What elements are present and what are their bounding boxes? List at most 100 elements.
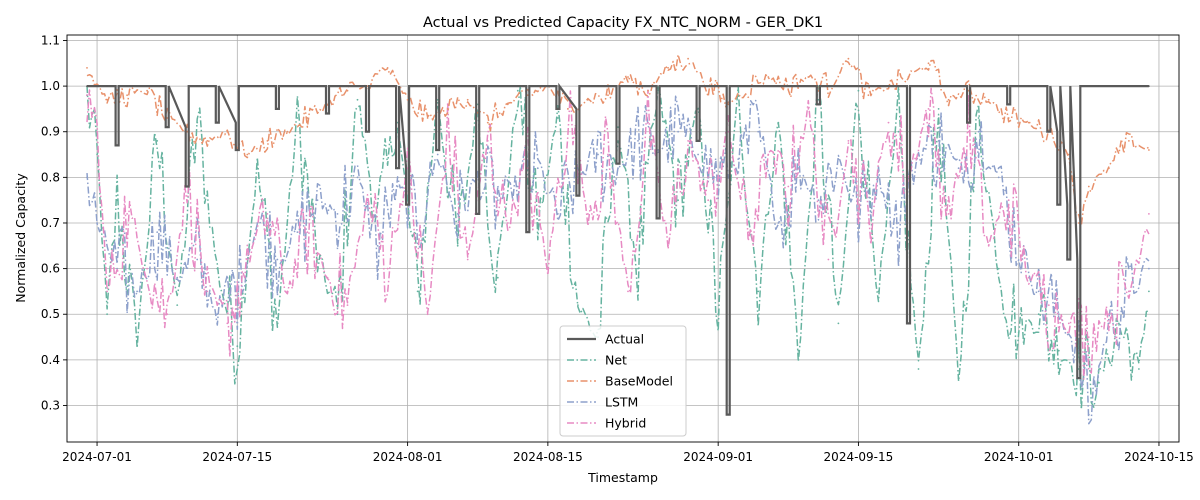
data-point xyxy=(717,85,720,87)
data-point xyxy=(637,85,639,87)
data-point xyxy=(416,290,419,293)
data-point xyxy=(436,153,439,156)
data-point xyxy=(877,290,880,293)
x-tick-label: 2024-10-15 xyxy=(1124,450,1194,464)
data-point xyxy=(216,267,219,270)
series-line-net xyxy=(86,85,1150,411)
legend-label-hybrid: Hybrid xyxy=(605,416,646,431)
data-point xyxy=(1108,313,1110,316)
data-point xyxy=(667,67,669,69)
data-point xyxy=(246,258,249,261)
data-point xyxy=(707,199,710,202)
data-point xyxy=(106,98,108,101)
data-point xyxy=(1017,331,1020,334)
data-point xyxy=(1087,336,1090,338)
data-point xyxy=(1027,85,1030,87)
data-point xyxy=(1148,85,1150,87)
x-axis-label: Timestamp xyxy=(587,470,658,485)
data-point xyxy=(717,313,720,316)
y-axis-label: Normalized Capacity xyxy=(13,173,28,303)
x-tick-label: 2024-10-01 xyxy=(984,450,1054,464)
y-tick-label: 0.6 xyxy=(41,262,60,276)
data-point xyxy=(937,85,940,87)
data-point xyxy=(1077,377,1080,379)
data-point xyxy=(266,140,269,142)
data-point xyxy=(96,153,98,156)
data-point xyxy=(967,121,970,124)
data-point xyxy=(416,85,419,87)
data-point xyxy=(386,267,389,270)
data-point xyxy=(246,153,249,156)
data-point xyxy=(1138,368,1140,370)
data-point xyxy=(947,98,950,101)
data-point xyxy=(536,222,539,224)
data-point xyxy=(1007,199,1010,202)
data-point xyxy=(897,130,900,133)
data-point xyxy=(396,185,399,188)
data-point xyxy=(116,199,118,202)
data-point xyxy=(296,231,299,234)
y-tick-label: 0.9 xyxy=(41,125,60,139)
data-point xyxy=(1128,85,1130,87)
data-point xyxy=(346,304,349,306)
data-point xyxy=(226,130,229,133)
data-point xyxy=(286,130,289,133)
data-point xyxy=(1148,267,1150,270)
data-point xyxy=(607,94,609,97)
data-point xyxy=(577,304,579,306)
data-point xyxy=(1087,413,1090,416)
data-point xyxy=(797,349,800,352)
data-point xyxy=(536,167,539,170)
data-point xyxy=(957,167,960,170)
x-tick-label: 2024-07-15 xyxy=(202,450,272,464)
data-point xyxy=(557,108,559,110)
data-point xyxy=(366,199,369,202)
data-point xyxy=(386,67,389,69)
plot-area xyxy=(86,53,1150,425)
data-point xyxy=(1007,103,1010,106)
data-point xyxy=(216,121,219,124)
series-line-basemodel xyxy=(86,53,1150,227)
data-point xyxy=(1057,349,1060,352)
plot-frame xyxy=(66,34,1180,443)
data-point xyxy=(156,140,159,142)
data-point xyxy=(907,76,910,78)
data-point xyxy=(446,130,449,133)
y-tick-label: 1.1 xyxy=(41,33,60,47)
data-point xyxy=(677,85,679,87)
data-point xyxy=(1108,167,1110,170)
data-point xyxy=(206,290,209,293)
data-point xyxy=(286,290,289,293)
data-point xyxy=(967,130,970,133)
y-tick-label: 0.5 xyxy=(41,307,60,321)
data-point xyxy=(697,153,699,156)
data-point xyxy=(857,89,860,92)
data-point xyxy=(1007,117,1010,119)
chart-title: Actual vs Predicted Capacity FX_NTC_NORM… xyxy=(423,15,823,31)
data-point xyxy=(947,213,950,215)
data-point xyxy=(106,290,108,293)
data-point xyxy=(376,244,379,247)
data-point xyxy=(597,85,599,87)
data-point xyxy=(426,117,429,119)
data-point xyxy=(96,222,98,224)
data-point xyxy=(557,213,559,215)
data-point xyxy=(987,85,990,87)
data-point xyxy=(486,140,489,142)
data-point xyxy=(506,103,509,106)
series-actual xyxy=(86,82,1150,416)
data-point xyxy=(526,231,529,234)
data-point xyxy=(767,76,770,78)
data-point xyxy=(476,213,479,215)
data-point xyxy=(176,304,179,306)
data-point xyxy=(206,140,209,142)
data-point xyxy=(1067,322,1070,325)
data-point xyxy=(86,94,88,97)
data-point xyxy=(146,267,149,270)
data-point xyxy=(486,121,489,124)
legend: Actual Net BaseModel LSTM Hybrid xyxy=(559,325,687,437)
data-point xyxy=(316,199,319,202)
data-point xyxy=(887,121,890,124)
data-point xyxy=(927,108,930,110)
data-point xyxy=(737,158,740,161)
